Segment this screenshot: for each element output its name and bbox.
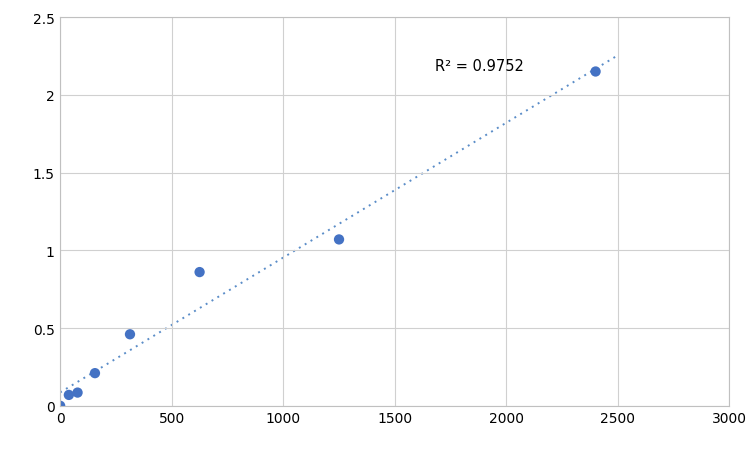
Point <box>54 402 66 410</box>
Point <box>193 269 205 276</box>
Text: R² = 0.9752: R² = 0.9752 <box>435 59 524 74</box>
Point <box>333 236 345 244</box>
Point <box>590 69 602 76</box>
Point <box>124 331 136 338</box>
Point <box>71 389 83 396</box>
Point <box>89 370 101 377</box>
Point <box>63 391 75 399</box>
